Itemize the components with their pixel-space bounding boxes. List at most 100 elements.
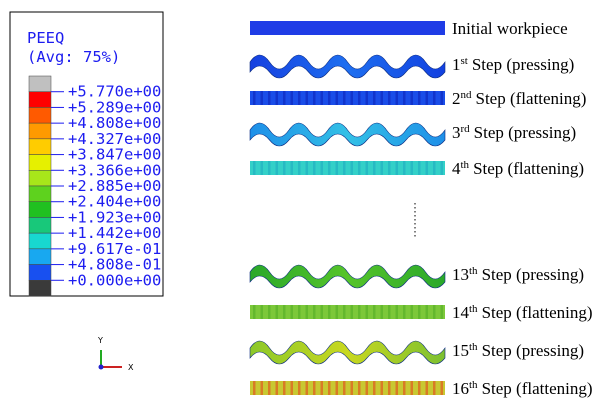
workpiece-stripe bbox=[373, 91, 376, 105]
color-swatch bbox=[29, 170, 51, 186]
step-number: 16 bbox=[452, 379, 469, 398]
color-swatch bbox=[29, 249, 51, 265]
workpiece-stripe bbox=[381, 305, 384, 319]
workpiece-stripe bbox=[268, 91, 271, 105]
workpiece bbox=[250, 91, 445, 105]
workpiece-stripe bbox=[426, 161, 429, 175]
workpiece-stripe bbox=[276, 381, 279, 395]
workpiece-stripe bbox=[351, 305, 354, 319]
workpiece-stripe bbox=[283, 381, 286, 395]
workpiece-stripe bbox=[411, 305, 414, 319]
workpiece-stripe bbox=[381, 161, 384, 175]
workpiece-stripe bbox=[426, 305, 429, 319]
workpiece-stripe bbox=[283, 161, 286, 175]
workpiece-stripe bbox=[283, 305, 286, 319]
legend-subtitle: (Avg: 75%) bbox=[27, 48, 120, 66]
workpiece-stripe bbox=[268, 305, 271, 319]
workpiece-stripe bbox=[321, 381, 324, 395]
workpiece bbox=[250, 123, 445, 146]
workpiece-shape bbox=[250, 55, 445, 78]
workpiece bbox=[250, 381, 445, 395]
workpiece-stripe bbox=[253, 161, 256, 175]
workpiece-stripe bbox=[291, 161, 294, 175]
step-text: Step (flattening) bbox=[473, 159, 584, 178]
workpiece-stripe bbox=[396, 91, 399, 105]
workpiece-stripe bbox=[298, 161, 301, 175]
x-label: X bbox=[128, 363, 134, 372]
workpiece-stripe bbox=[343, 161, 346, 175]
workpiece-stripe bbox=[441, 381, 444, 395]
workpiece-stripe bbox=[298, 381, 301, 395]
color-swatch bbox=[29, 280, 51, 296]
step-text: Step (pressing) bbox=[482, 265, 584, 284]
workpiece-stripe bbox=[433, 91, 436, 105]
color-swatch bbox=[29, 76, 51, 92]
step-text: Step (pressing) bbox=[472, 55, 574, 74]
workpiece-stripe bbox=[313, 305, 316, 319]
workpiece-stripe bbox=[253, 305, 256, 319]
workpiece-stripe bbox=[381, 91, 384, 105]
workpiece-stripe bbox=[411, 161, 414, 175]
workpiece-stripe bbox=[426, 91, 429, 105]
workpiece-stripe bbox=[358, 91, 361, 105]
workpiece-stripe bbox=[411, 91, 414, 105]
step-suffix: nd bbox=[461, 89, 473, 101]
workpiece-shape bbox=[250, 341, 445, 364]
workpiece-stripe bbox=[366, 381, 369, 395]
workpiece-stripe bbox=[261, 91, 264, 105]
workpiece-stripe bbox=[373, 305, 376, 319]
workpiece-shape bbox=[250, 305, 445, 319]
step-number: 2 bbox=[452, 89, 461, 108]
axis-triad: Y X bbox=[97, 336, 134, 372]
workpiece-shape bbox=[250, 91, 445, 105]
legend: PEEQ (Avg: 75%) +5.770e+00+5.289e+00+4.8… bbox=[10, 12, 163, 296]
legend-title: PEEQ bbox=[27, 29, 64, 47]
figure: PEEQ (Avg: 75%) +5.770e+00+5.289e+00+4.8… bbox=[0, 0, 604, 402]
step-suffix: th bbox=[461, 159, 470, 171]
workpiece-stripe bbox=[351, 381, 354, 395]
workpiece-stripe bbox=[253, 381, 256, 395]
workpiece-stripe bbox=[358, 305, 361, 319]
workpiece bbox=[250, 21, 445, 35]
workpiece-shape bbox=[250, 161, 445, 175]
workpiece-shape bbox=[250, 123, 445, 146]
color-swatch bbox=[29, 155, 51, 171]
step-text: Step (flattening) bbox=[482, 379, 593, 398]
workpiece-stripe bbox=[441, 305, 444, 319]
step-label: 3rdStep (pressing) bbox=[452, 123, 576, 142]
workpiece-stripe bbox=[418, 161, 421, 175]
workpiece-stripe bbox=[261, 305, 264, 319]
workpiece-stripe bbox=[396, 381, 399, 395]
workpiece bbox=[250, 55, 445, 78]
workpiece-shape bbox=[250, 21, 445, 35]
step-suffix: th bbox=[469, 303, 478, 315]
color-swatch bbox=[29, 186, 51, 202]
workpiece-stripe bbox=[373, 161, 376, 175]
color-swatch bbox=[29, 123, 51, 139]
workpiece-stripe bbox=[313, 161, 316, 175]
color-swatch bbox=[29, 92, 51, 108]
workpiece-stripe bbox=[366, 305, 369, 319]
color-swatch bbox=[29, 217, 51, 233]
workpiece-stripe bbox=[366, 161, 369, 175]
y-label: Y bbox=[97, 336, 103, 345]
workpiece-stripe bbox=[441, 91, 444, 105]
color-swatch bbox=[29, 107, 51, 123]
workpiece-stripe bbox=[336, 161, 339, 175]
workpiece-stripe bbox=[291, 91, 294, 105]
workpiece-stripe bbox=[276, 91, 279, 105]
workpiece-stripe bbox=[306, 381, 309, 395]
workpiece-stripe bbox=[373, 381, 376, 395]
step-suffix: rd bbox=[461, 123, 471, 135]
workpiece-stripe bbox=[426, 381, 429, 395]
workpiece-stripe bbox=[396, 161, 399, 175]
workpiece-stripe bbox=[328, 305, 331, 319]
workpiece-stripe bbox=[313, 91, 316, 105]
workpiece-stripe bbox=[388, 305, 391, 319]
step-number: 14 bbox=[452, 303, 470, 322]
workpiece-stripe bbox=[276, 161, 279, 175]
workpiece-shape bbox=[250, 265, 445, 288]
workpiece-stripe bbox=[388, 381, 391, 395]
